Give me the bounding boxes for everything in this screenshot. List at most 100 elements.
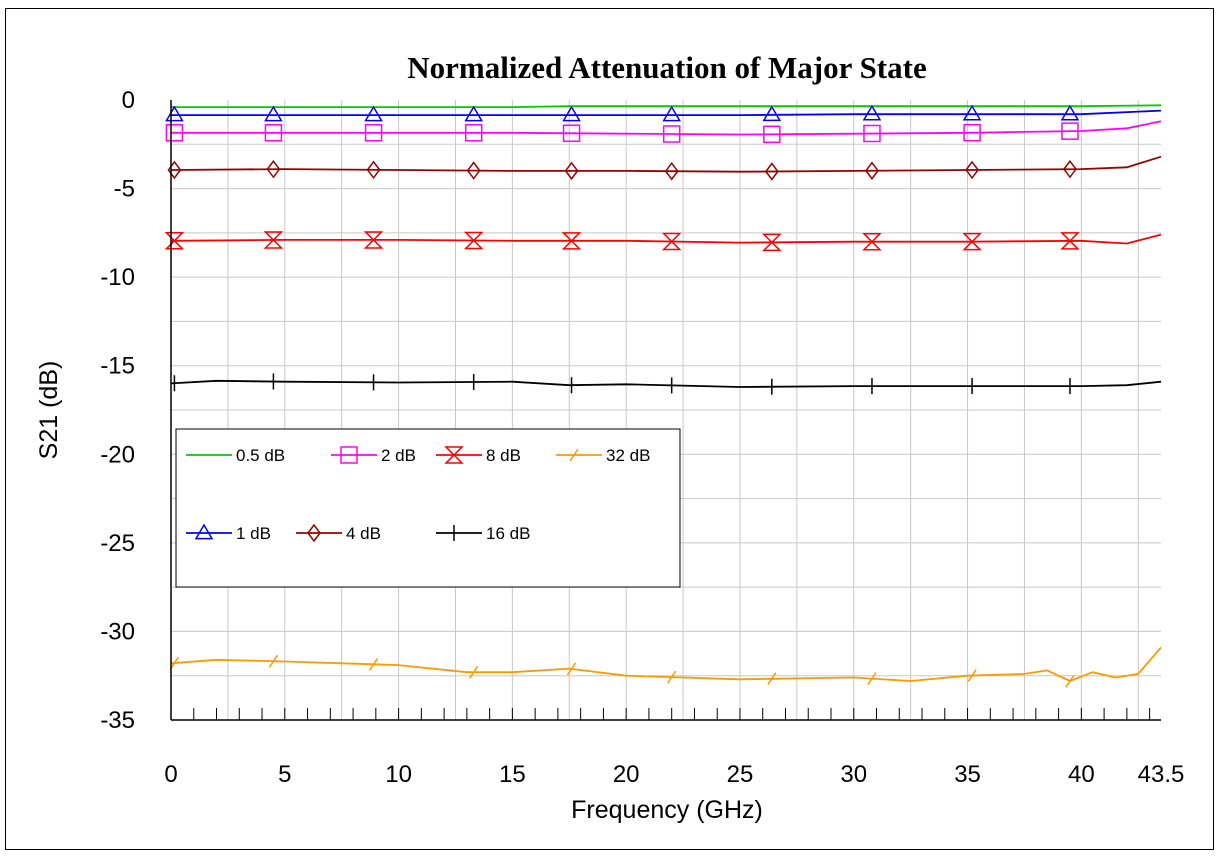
marker-hourglass xyxy=(862,232,882,251)
x-tick-label: 35 xyxy=(954,761,981,788)
marker-slash xyxy=(268,654,279,668)
marker-diamond xyxy=(266,159,281,179)
series-line xyxy=(170,155,1162,173)
marker-diamond xyxy=(664,161,679,181)
legend-label: 16 dB xyxy=(486,524,530,543)
marker-square xyxy=(464,124,483,142)
minor-ticks xyxy=(193,708,1151,720)
marker-slash xyxy=(767,672,777,686)
x-tick-label: 30 xyxy=(840,761,867,788)
marker-triangle xyxy=(662,105,682,122)
marker-square xyxy=(562,124,581,142)
marker-diamond xyxy=(466,161,481,180)
series-line xyxy=(170,646,1162,682)
y-axis-label: S21 (dB) xyxy=(35,361,63,460)
y-tick-label: 0 xyxy=(122,87,135,114)
y-tick-label: -20 xyxy=(100,441,135,468)
legend-entry: 16 dB xyxy=(436,524,530,543)
legend-label: 4 dB xyxy=(346,524,381,543)
marker-square xyxy=(963,123,981,142)
marker-square xyxy=(165,124,184,142)
legend-entry: 4 dB xyxy=(296,523,381,543)
marker-square xyxy=(863,124,881,143)
marker-square xyxy=(662,125,681,143)
x-tick-labels: 0 5 10 15 20 25 30 35 40 43.5 xyxy=(164,761,1184,788)
series-16-db xyxy=(170,373,1162,395)
marker-hourglass xyxy=(463,231,484,250)
marker-triangle xyxy=(762,105,782,122)
marker-triangle xyxy=(1060,104,1080,121)
y-tick-label: -5 xyxy=(114,176,135,203)
legend-entry: 2 dB xyxy=(331,446,416,465)
x-tick-label: 25 xyxy=(727,761,754,788)
series-8-db xyxy=(164,231,1162,252)
marker-square xyxy=(763,125,781,144)
marker-triangle xyxy=(194,523,214,540)
marker-hourglass xyxy=(263,231,284,249)
marker-slash xyxy=(566,662,577,676)
x-tick-label: 0 xyxy=(164,761,177,788)
legend-label: 32 dB xyxy=(606,446,650,465)
marker-triangle xyxy=(562,105,581,122)
marker-diamond xyxy=(307,523,321,543)
series-line xyxy=(171,104,1162,108)
x-tick-label: 40 xyxy=(1068,761,1095,788)
marker-hourglass xyxy=(661,232,682,251)
marker-diamond xyxy=(865,161,879,180)
legend-label: 8 dB xyxy=(486,446,521,465)
marker-triangle xyxy=(862,104,882,121)
x-tick-label: 15 xyxy=(499,761,526,788)
y-tick-label: -15 xyxy=(100,353,135,380)
marker-square xyxy=(340,446,358,464)
x-tick-label: 10 xyxy=(385,761,412,788)
x-tick-label: 20 xyxy=(613,761,640,788)
y-tick-label: -25 xyxy=(100,530,135,557)
marker-square xyxy=(264,124,283,142)
marker-triangle xyxy=(264,105,283,122)
marker-hourglass xyxy=(444,446,464,464)
marker-diamond xyxy=(965,160,980,180)
marker-slash xyxy=(368,657,379,671)
legend-label: 1 dB xyxy=(236,524,271,543)
marker-hourglass xyxy=(762,233,782,252)
series-line xyxy=(171,109,1162,116)
marker-diamond xyxy=(1063,159,1077,179)
series-line xyxy=(171,120,1162,136)
series-line xyxy=(170,379,1162,388)
x-tick-label: 43.5 xyxy=(1138,761,1185,788)
y-tick-labels: 0 -5 -10 -15 -20 -25 -30 -35 xyxy=(100,87,135,734)
marker-diamond xyxy=(564,161,579,181)
marker-slash xyxy=(569,448,579,462)
marker-diamond xyxy=(764,162,779,181)
legend-entry: 0.5 dB xyxy=(186,446,285,465)
marker-slash xyxy=(469,665,479,679)
series-0-5-db xyxy=(171,104,1162,108)
series-line xyxy=(170,233,1162,245)
marker-hourglass xyxy=(363,231,384,249)
y-tick-label: -35 xyxy=(100,707,135,734)
marker-triangle xyxy=(464,105,484,122)
y-tick-label: -10 xyxy=(100,264,135,291)
legend-label: 0.5 dB xyxy=(236,446,285,465)
marker-triangle xyxy=(364,105,383,122)
legend-entry: 1 dB xyxy=(186,523,271,543)
marker-square xyxy=(364,124,383,142)
marker-hourglass xyxy=(1060,232,1080,250)
series-2-db xyxy=(165,120,1162,144)
marker-slash xyxy=(967,669,977,682)
legend-entry: 8 dB xyxy=(436,446,521,465)
legend: 0.5 dB 2 dB 8 dB 32 dB 1 dB 4 dB 16 dB xyxy=(175,428,681,588)
legend-label: 2 dB xyxy=(381,446,416,465)
marker-hourglass xyxy=(561,232,582,250)
marker-slash xyxy=(667,670,677,684)
marker-diamond xyxy=(366,160,381,180)
marker-hourglass xyxy=(164,232,185,250)
marker-triangle xyxy=(962,104,982,121)
marker-hourglass xyxy=(962,232,982,251)
y-tick-label: -30 xyxy=(100,618,135,645)
legend-entry: 32 dB xyxy=(556,446,650,465)
chart-title: Normalized Attenuation of Major State xyxy=(407,50,926,85)
marker-slash xyxy=(1065,674,1075,688)
marker-square xyxy=(1061,122,1079,140)
